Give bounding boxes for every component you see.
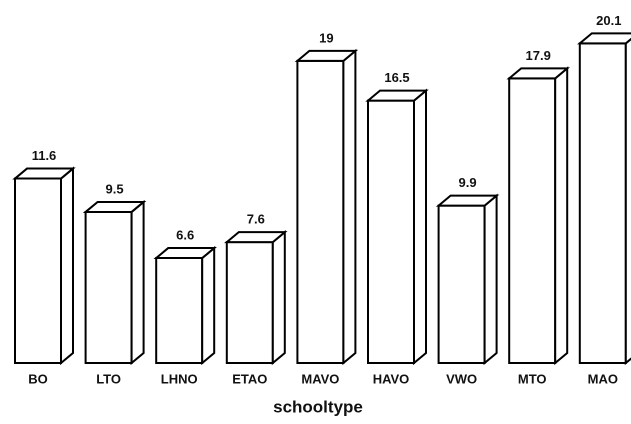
bar-front (296, 59, 345, 364)
bar-top (435, 194, 500, 207)
bar-front (155, 257, 204, 364)
bar-front (84, 210, 133, 364)
bar-side (413, 88, 427, 366)
x-tick-label: LHNO (161, 371, 198, 386)
x-axis-label: schooltype (273, 397, 363, 416)
bar-front (437, 204, 486, 364)
bar-front (578, 42, 627, 364)
x-tick-label: MAO (588, 371, 618, 386)
x-tick-label: MTO (518, 371, 547, 386)
bar-side (554, 66, 569, 366)
bar (294, 48, 359, 366)
data-label: 9.5 (106, 181, 124, 196)
x-tick-label: VWO (446, 371, 477, 386)
bar-top (294, 49, 359, 62)
bar-side (60, 166, 74, 366)
bar-top (506, 67, 570, 80)
bar (365, 88, 429, 366)
bar-top (577, 32, 631, 45)
bar (435, 193, 500, 366)
data-label: 19 (319, 30, 333, 45)
data-label: 9.9 (459, 175, 477, 190)
bar-top (365, 89, 429, 102)
bar (506, 66, 570, 366)
x-tick-label: LTO (96, 371, 121, 386)
x-tick-label: MAVO (301, 371, 339, 386)
bar-side (130, 199, 145, 366)
bar-side (201, 245, 216, 366)
data-label: 17.9 (526, 48, 551, 63)
bar-front (14, 177, 62, 364)
bar-side (483, 193, 498, 366)
bar (82, 199, 147, 366)
bar-top (82, 200, 147, 213)
x-tick-label: ETAO (232, 371, 267, 386)
bar-front (367, 99, 415, 364)
bar (153, 245, 217, 366)
bar (224, 230, 288, 366)
data-label: 7.6 (247, 212, 265, 227)
bar-front (225, 241, 274, 364)
data-label: 11.6 (32, 148, 57, 163)
data-label: 6.6 (176, 227, 194, 242)
bar-side (624, 37, 631, 366)
x-tick-label: HAVO (373, 371, 410, 386)
bar-top (224, 231, 288, 244)
bar-side (342, 48, 357, 366)
bar (577, 32, 631, 366)
bar (12, 166, 76, 366)
bar-top (153, 247, 217, 260)
bar-top (12, 167, 76, 180)
data-label: 16.5 (384, 70, 409, 85)
bar-side (271, 230, 286, 366)
data-label: 20.1 (596, 13, 621, 28)
bar-front (508, 77, 557, 364)
x-tick-label: BO (28, 371, 48, 386)
